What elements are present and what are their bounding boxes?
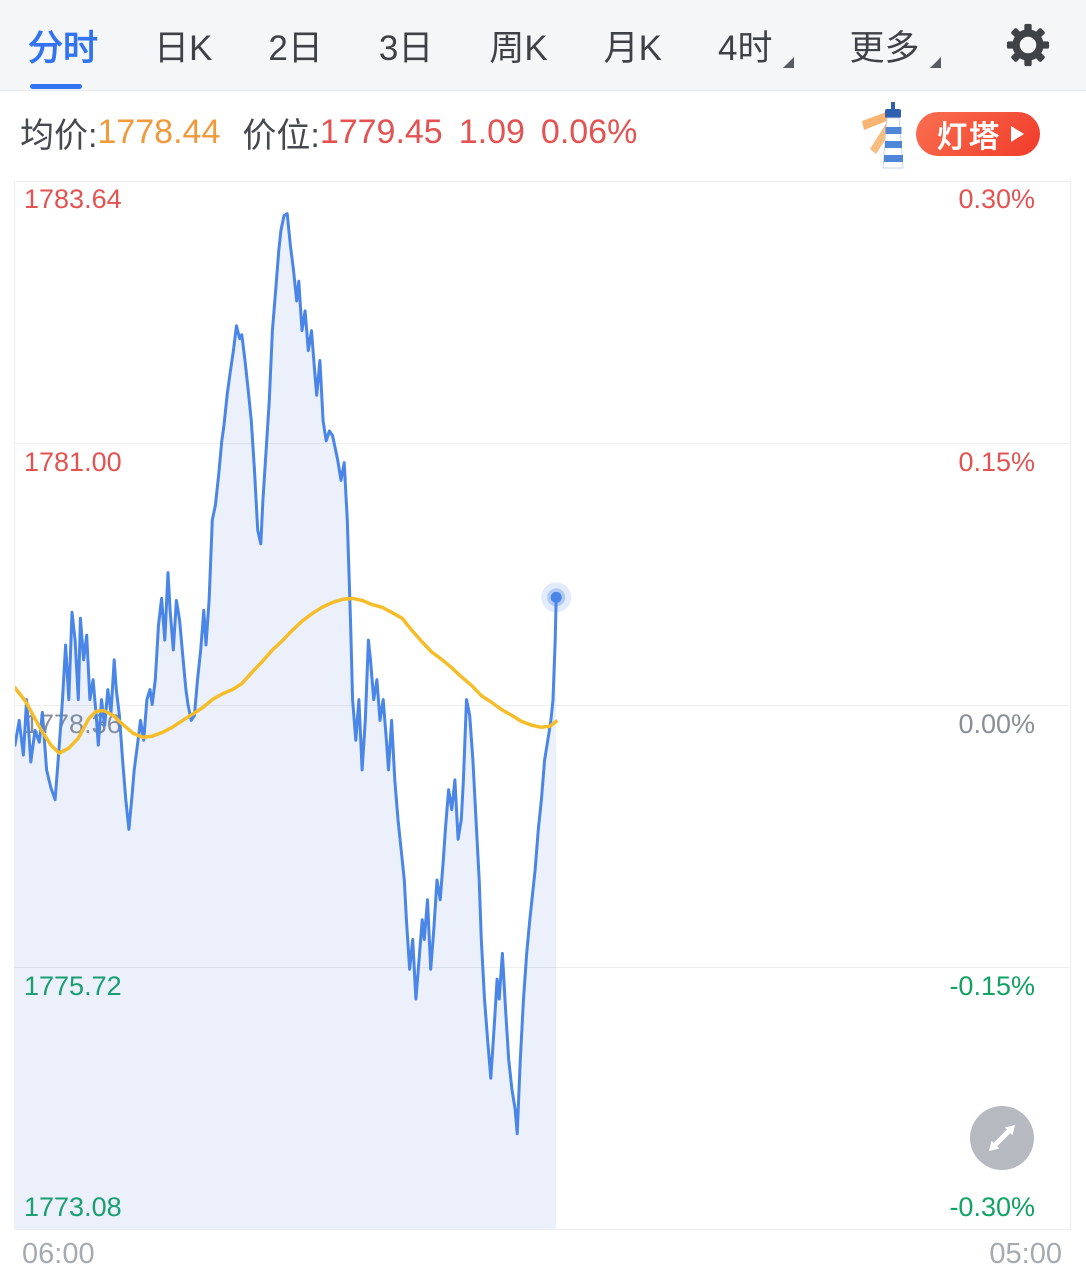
gridline (15, 967, 1070, 968)
gridline (15, 443, 1070, 444)
tab-label: 周K (489, 28, 548, 68)
tab-timeshare[interactable]: 分时 (28, 0, 98, 91)
current-price-dot (550, 591, 562, 603)
expand-arrows-icon (989, 1125, 1015, 1151)
tab-label: 月K (603, 28, 663, 68)
dropdown-caret-icon (929, 56, 941, 68)
period-tab-bar: 分时 日K 2日 3日 周K 月K 4时 更多 (0, 0, 1086, 91)
beacon-label: 灯塔 (937, 121, 1001, 154)
y-axis-percent-label: -0.30% (949, 1192, 1035, 1222)
tab-daily-k[interactable]: 日K (154, 0, 212, 91)
dropdown-caret-icon (782, 56, 794, 68)
play-icon (1011, 126, 1024, 142)
tab-label: 2日 (268, 28, 323, 68)
y-axis-price-label: 1775.72 (24, 971, 122, 1002)
y-axis-percent-label: 0.30% (958, 184, 1035, 214)
tab-2day[interactable]: 2日 (268, 0, 322, 91)
active-tab-indicator (30, 83, 82, 89)
tab-label: 日K (154, 28, 213, 68)
y-axis-price-label: 1773.08 (24, 1192, 122, 1223)
tab-label: 更多 (849, 28, 920, 68)
tab-label: 3日 (378, 28, 434, 68)
tab-4hour[interactable]: 4时 (718, 0, 794, 91)
gridline (15, 705, 1070, 706)
x-axis-time-start: 06:00 (22, 1238, 95, 1270)
beacon-pill: 灯塔 (916, 112, 1040, 156)
last-price-value: 1779.45 (319, 112, 443, 151)
tab-more[interactable]: 更多 (850, 0, 941, 91)
y-axis-price-label: 1783.64 (24, 184, 122, 214)
tab-label: 分时 (28, 28, 99, 68)
price-change-value: 1.09 (458, 112, 525, 151)
last-price-label: 价位: (242, 116, 320, 155)
beacon-badge[interactable]: 灯塔 (862, 102, 1040, 169)
gear-icon[interactable] (1006, 23, 1050, 67)
y-axis-percent-label: 0.00% (958, 709, 1035, 739)
tab-monthly-k[interactable]: 月K (604, 0, 662, 91)
expand-chart-button[interactable] (970, 1106, 1034, 1170)
price-change-percent: 0.06% (540, 112, 638, 151)
x-axis-time-end: 05:00 (989, 1238, 1062, 1270)
y-axis-percent-label: -0.15% (949, 971, 1035, 1001)
chart-canvas (15, 212, 572, 1229)
y-axis-price-label: 1781.00 (24, 447, 122, 477)
lighthouse-icon (862, 102, 904, 169)
avg-price-value: 1778.44 (97, 112, 221, 151)
tab-weekly-k[interactable]: 周K (489, 0, 547, 91)
avg-price-label: 均价: (20, 116, 98, 155)
tab-label: 4时 (718, 28, 773, 68)
quote-bar: 均价: 1778.44 价位: 1779.45 1.09 0.06% (0, 92, 1086, 172)
y-axis-percent-label: 0.15% (958, 447, 1035, 477)
intraday-chart[interactable] (14, 181, 1071, 1230)
tab-3day[interactable]: 3日 (379, 0, 433, 91)
